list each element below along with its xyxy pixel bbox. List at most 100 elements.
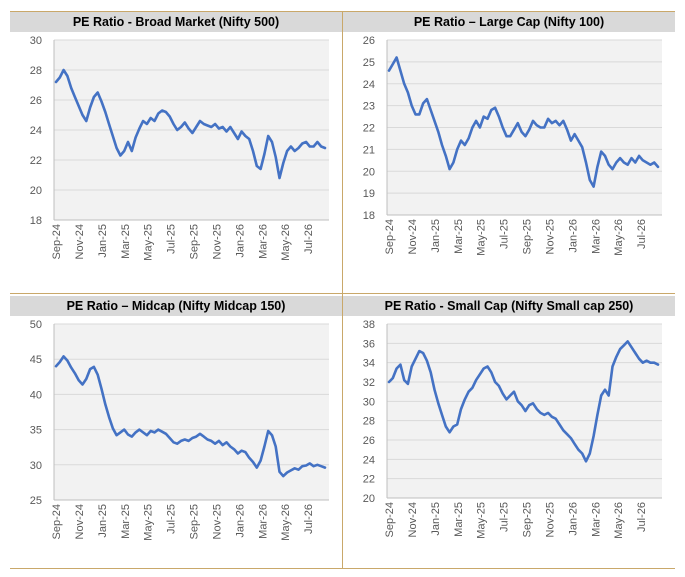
x-tick-label: Mar-26 — [590, 502, 602, 537]
x-tick-label: Mar-25 — [120, 504, 132, 539]
x-tick-label: Jan-26 — [234, 504, 246, 538]
x-tick-label: Mar-25 — [453, 502, 465, 537]
chart-panel-midcap: PE Ratio – Midcap (Nifty Midcap 150) 25 3… — [10, 296, 342, 568]
vertical-divider — [342, 12, 343, 568]
x-tick-label: Sep-25 — [189, 504, 201, 539]
x-tick-label: May-26 — [280, 504, 292, 541]
line-chart-small-cap: 20 22 24 26 28 30 32 34 36 38 Sep-24 Nov-24 Jan-25 Ma… — [363, 319, 662, 539]
y-tick-label: 24 — [363, 454, 375, 466]
y-tick-label: 22 — [363, 123, 375, 135]
x-tick-label: Nov-24 — [74, 224, 86, 259]
x-tick-label: Jul-26 — [636, 219, 648, 249]
x-tick-label: Jan-26 — [567, 219, 579, 253]
x-tick-label: May-26 — [613, 502, 625, 539]
x-tick-label: Jul-25 — [166, 224, 178, 254]
x-tick-label: Sep-24 — [384, 219, 396, 254]
x-tick-label: Nov-24 — [74, 504, 86, 539]
x-tick-label: May-26 — [613, 219, 625, 256]
x-tick-label: Mar-26 — [257, 224, 269, 259]
y-tick-label: 28 — [363, 416, 375, 428]
series-line — [387, 340, 660, 463]
y-tick-label: 21 — [363, 144, 375, 156]
y-tick-label: 36 — [363, 338, 375, 350]
y-tick-label: 20 — [30, 185, 42, 197]
chart-panel-small-cap: PE Ratio - Small Cap (Nifty Small cap 25… — [343, 296, 675, 568]
x-tick-label: Nov-25 — [544, 219, 556, 254]
y-tick-label: 32 — [363, 377, 375, 389]
chart-title: PE Ratio - Broad Market (Nifty 500) — [10, 12, 342, 32]
x-tick-label: Jul-25 — [499, 502, 511, 532]
x-tick-label: Sep-25 — [522, 502, 534, 537]
x-tick-label: Jul-25 — [166, 504, 178, 534]
bottom-border — [10, 568, 675, 569]
x-tick-label: Nov-24 — [407, 219, 419, 254]
x-tick-label: Sep-24 — [51, 504, 63, 539]
x-tick-label: Sep-25 — [522, 219, 534, 254]
chart-title: PE Ratio – Large Cap (Nifty 100) — [343, 12, 675, 32]
y-tick-label: 22 — [363, 474, 375, 486]
x-tick-label: Jan-26 — [567, 502, 579, 536]
x-tick-label: Jul-26 — [303, 504, 315, 534]
x-tick-label: Jan-26 — [234, 224, 246, 258]
y-tick-label: 18 — [30, 215, 42, 227]
y-tick-label: 25 — [30, 495, 42, 507]
x-tick-label: Mar-26 — [257, 504, 269, 539]
chart-title: PE Ratio - Small Cap (Nifty Small cap 25… — [343, 296, 675, 316]
x-tick-label: Jan-25 — [97, 504, 109, 538]
x-tick-label: Mar-25 — [120, 224, 132, 259]
chart-title: PE Ratio – Midcap (Nifty Midcap 150) — [10, 296, 342, 316]
y-tick-label: 24 — [30, 125, 42, 137]
x-tick-label: Sep-25 — [189, 224, 201, 259]
x-tick-label: Jul-26 — [636, 502, 648, 532]
line-chart-midcap: 25 30 35 40 45 50 Sep-24 Nov-24 Jan-25 Mar-25 May-… — [30, 319, 329, 541]
x-tick-label: Nov-25 — [211, 504, 223, 539]
y-tick-label: 30 — [30, 35, 42, 47]
x-tick-label: May-25 — [143, 504, 155, 541]
x-tick-label: Jan-25 — [430, 502, 442, 536]
x-tick-label: May-25 — [476, 502, 488, 539]
x-tick-label: Nov-25 — [211, 224, 223, 259]
y-tick-label: 18 — [363, 210, 375, 222]
x-tick-label: Jul-25 — [499, 219, 511, 249]
line-chart-broad-market: 18 20 22 24 26 28 30 Sep-24 Nov-24 Jan-25 Mar-25 Ma… — [30, 35, 329, 261]
y-tick-label: 24 — [363, 79, 375, 91]
x-tick-label: May-26 — [280, 224, 292, 261]
y-tick-label: 40 — [30, 389, 42, 401]
x-tick-label: Sep-24 — [384, 502, 396, 537]
y-tick-label: 35 — [30, 425, 42, 437]
y-tick-label: 30 — [30, 460, 42, 472]
y-tick-label: 50 — [30, 319, 42, 331]
y-tick-label: 20 — [363, 493, 375, 505]
y-tick-label: 34 — [363, 358, 375, 370]
x-tick-label: Nov-25 — [544, 502, 556, 537]
y-tick-label: 20 — [363, 166, 375, 178]
x-tick-label: Jan-25 — [430, 219, 442, 253]
x-tick-label: May-25 — [476, 219, 488, 256]
y-tick-label: 28 — [30, 65, 42, 77]
line-chart-large-cap: 18 19 20 21 22 23 24 25 26 Sep-24 Nov-24 Jan-25 Mar-… — [363, 35, 662, 256]
y-tick-label: 26 — [363, 435, 375, 447]
top-border — [10, 11, 675, 12]
chart-panel-broad-market: PE Ratio - Broad Market (Nifty 500) 18 20… — [10, 12, 342, 290]
y-tick-label: 26 — [363, 35, 375, 47]
series-line — [387, 56, 660, 188]
x-tick-label: Jul-26 — [303, 224, 315, 254]
x-tick-label: May-25 — [143, 224, 155, 261]
x-tick-label: Jan-25 — [97, 224, 109, 258]
plot-area — [54, 324, 329, 500]
y-tick-label: 45 — [30, 354, 42, 366]
x-tick-label: Sep-24 — [51, 224, 63, 259]
x-tick-label: Nov-24 — [407, 502, 419, 537]
y-tick-label: 23 — [363, 101, 375, 113]
y-tick-label: 22 — [30, 155, 42, 167]
y-tick-label: 19 — [363, 188, 375, 200]
x-tick-label: Mar-26 — [590, 219, 602, 254]
x-tick-label: Mar-25 — [453, 219, 465, 254]
y-tick-label: 26 — [30, 95, 42, 107]
chart-panel-large-cap: PE Ratio – Large Cap (Nifty 100) 18 19 20 2… — [343, 12, 675, 290]
y-tick-label: 30 — [363, 396, 375, 408]
y-tick-label: 38 — [363, 319, 375, 331]
series-line — [54, 68, 327, 180]
series-line — [54, 355, 327, 478]
